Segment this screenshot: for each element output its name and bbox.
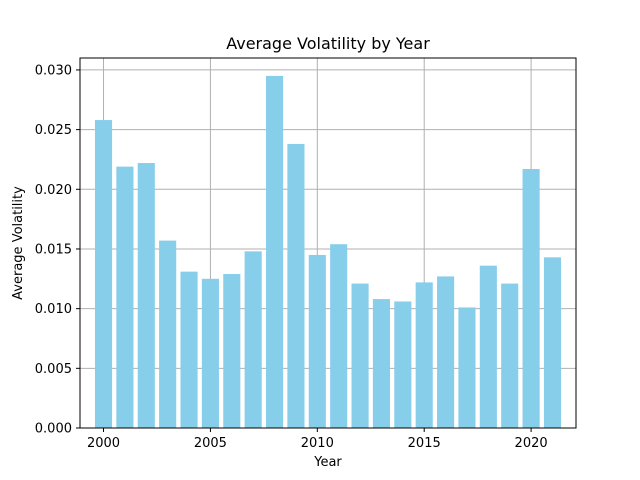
bar-2011 <box>330 244 348 428</box>
bar-2013 <box>372 299 390 428</box>
bar-2000 <box>94 120 113 428</box>
bar-2006 <box>223 274 241 428</box>
bar-2004 <box>180 271 198 428</box>
bar-2018 <box>479 265 497 428</box>
x-tick-label: 2010 <box>301 436 334 451</box>
bar-2015 <box>415 282 433 428</box>
y-tick-label: 0.025 <box>35 123 72 138</box>
axis-ticks: 2000 2005 2010 2015 2020 0.000 0.005 0.010 0.015… <box>35 63 548 451</box>
y-tick-label: 0.030 <box>35 63 72 78</box>
bar-2017 <box>458 307 476 428</box>
x-axis-title: Year <box>313 455 342 470</box>
bar-2010 <box>308 254 326 428</box>
bar-2007 <box>244 251 262 428</box>
y-tick-label: 0.020 <box>35 183 72 198</box>
bar-2005 <box>201 278 219 428</box>
x-tick-label: 2005 <box>194 436 227 451</box>
bar-2002 <box>137 163 155 428</box>
bar-2009 <box>287 143 305 428</box>
bar-2012 <box>351 283 369 428</box>
y-tick-label: 0.000 <box>35 422 72 437</box>
y-tick-label: 0.010 <box>35 302 72 317</box>
plot-area-frame <box>79 57 577 429</box>
bar-2020 <box>522 169 540 428</box>
bar-2014 <box>394 301 412 428</box>
bar-2008 <box>266 75 284 428</box>
bar-2003 <box>159 240 177 428</box>
x-tick-label: 2015 <box>408 436 441 451</box>
x-tick-label: 2000 <box>87 436 120 451</box>
bar-2001 <box>116 166 134 428</box>
bar-2019 <box>501 283 519 428</box>
chart-title: Average Volatility by Year <box>226 34 430 53</box>
bars <box>94 75 562 428</box>
y-tick-label: 0.015 <box>35 242 72 257</box>
y-tick-label: 0.005 <box>35 362 72 377</box>
bar-2021 <box>543 257 562 428</box>
x-tick-label: 2020 <box>515 436 548 451</box>
y-axis-title: Average Volatility <box>11 186 26 300</box>
bar-2016 <box>437 276 455 428</box>
